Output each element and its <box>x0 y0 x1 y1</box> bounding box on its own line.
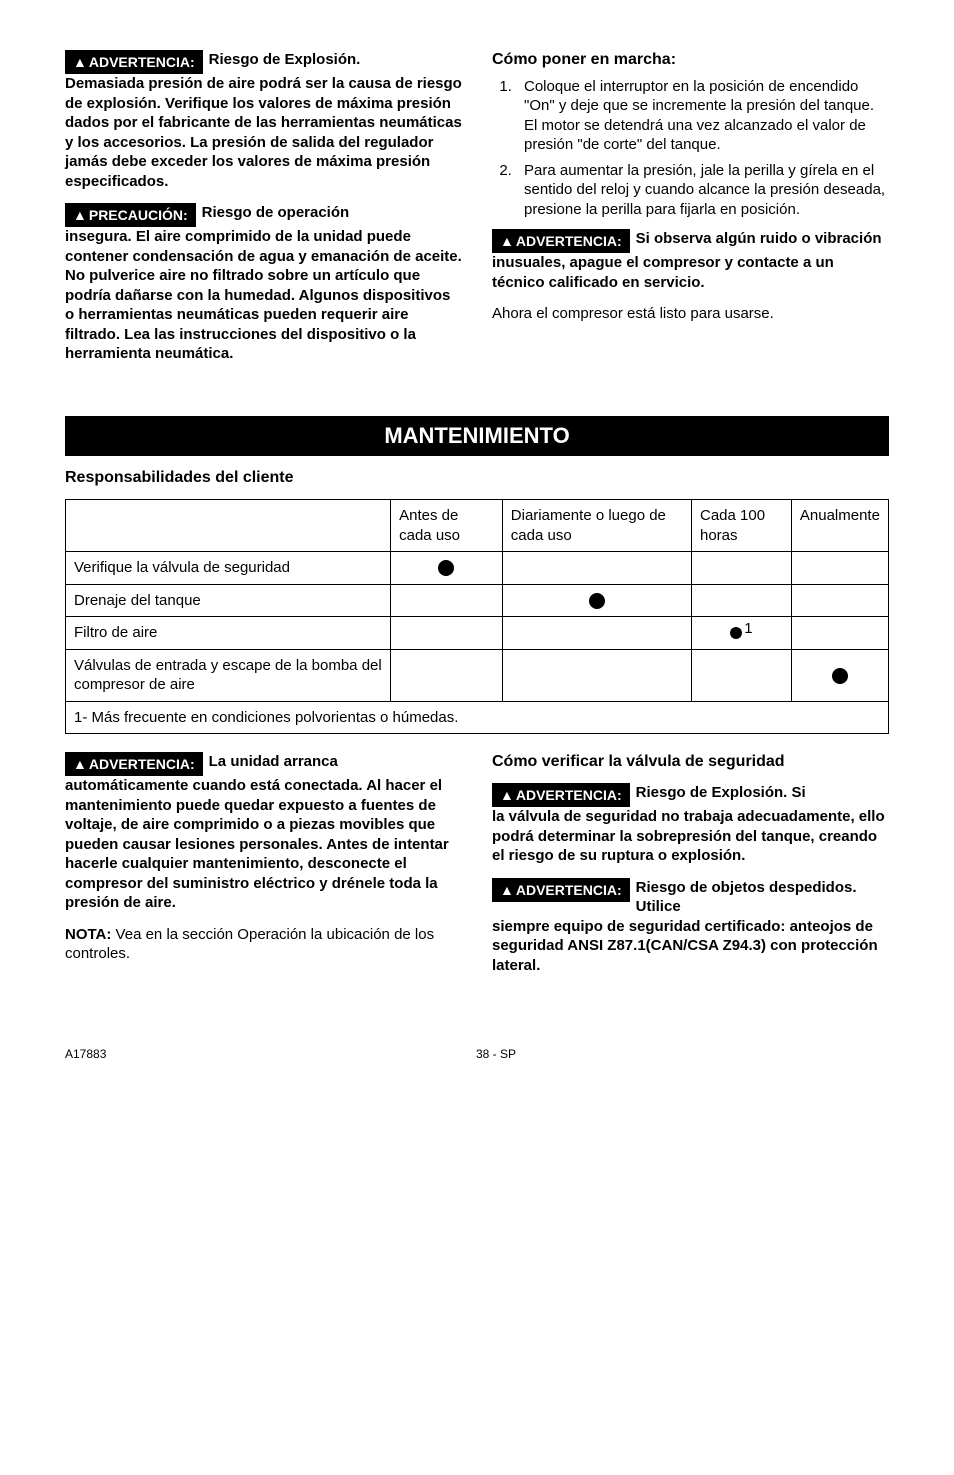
footer-page-number: 38 - SP <box>476 1047 516 1063</box>
warning-lead-text: Si observa algún ruido o vibración <box>630 229 889 249</box>
table-header-col3: Cada 100 horas <box>691 500 791 552</box>
footer-spacer <box>886 1047 889 1063</box>
bottom-right-column: Cómo verificar la válvula de seguridad ▲… <box>492 752 889 987</box>
badge-label: ADVERTENCIA: <box>516 882 622 898</box>
dot-icon <box>438 560 454 576</box>
bottom-left-column: ▲ADVERTENCIA: La unidad arranca automáti… <box>65 752 462 987</box>
warning-body: automáticamente cuando está conectada. A… <box>65 776 462 913</box>
maintenance-title: MANTENIMIENTO <box>65 416 889 457</box>
dot-icon <box>730 627 742 639</box>
cell-empty <box>391 584 503 617</box>
maintenance-table: Antes de cada uso Diariamente o luego de… <box>65 499 889 734</box>
warning-triangle-icon: ▲ <box>500 786 514 804</box>
cell-empty <box>791 584 888 617</box>
cell-dot <box>502 584 691 617</box>
row-label: Verifique la válvula de seguridad <box>66 552 391 585</box>
warning-lead-text: La unidad arranca <box>203 752 462 772</box>
warning-vibration: ▲ADVERTENCIA: Si observa algún ruido o v… <box>492 229 889 292</box>
caution-operation: ▲PRECAUCIÓN: Riesgo de operación insegur… <box>65 203 462 364</box>
table-row: Drenaje del tanque <box>66 584 889 617</box>
warning-auto-start: ▲ADVERTENCIA: La unidad arranca automáti… <box>65 752 462 913</box>
top-left-column: ▲ADVERTENCIA: Riesgo de Explosión. Demas… <box>65 50 462 376</box>
warning-body: Demasiada presión de aire podrá ser la c… <box>65 74 462 191</box>
caution-body: insegura. El aire comprimido de la unida… <box>65 227 462 364</box>
dot-icon <box>589 593 605 609</box>
caution-lead-text: Riesgo de operación <box>196 203 462 223</box>
cell-dot <box>391 552 503 585</box>
warning-body: siempre equipo de seguridad certificado:… <box>492 917 889 976</box>
footer-doc-id: A17883 <box>65 1047 106 1063</box>
table-row: Verifique la válvula de seguridad <box>66 552 889 585</box>
advertencia-badge: ▲ADVERTENCIA: <box>65 752 203 776</box>
badge-label: ADVERTENCIA: <box>89 54 195 70</box>
warning-valve-explosion: ▲ADVERTENCIA: Riesgo de Explosión. Si la… <box>492 783 889 866</box>
footnote-marker: 1 <box>744 619 752 639</box>
step-1: Coloque el interruptor en la posición de… <box>516 77 889 155</box>
cell-empty <box>691 649 791 701</box>
warning-triangle-icon: ▲ <box>73 206 87 224</box>
bottom-columns: ▲ADVERTENCIA: La unidad arranca automáti… <box>65 752 889 987</box>
table-header-col2: Diariamente o luego de cada uso <box>502 500 691 552</box>
step-2: Para aumentar la presión, jale la perill… <box>516 161 889 220</box>
nota-text: Vea en la sección Operación la ubicación… <box>65 926 434 963</box>
cell-empty <box>391 617 503 650</box>
nota-label: NOTA: <box>65 926 111 943</box>
row-label: Válvulas de entrada y escape de la bomba… <box>66 649 391 701</box>
table-header-empty <box>66 500 391 552</box>
cell-empty <box>502 552 691 585</box>
cell-empty <box>691 584 791 617</box>
warning-triangle-icon: ▲ <box>500 232 514 250</box>
warning-triangle-icon: ▲ <box>73 53 87 71</box>
advertencia-badge: ▲ADVERTENCIA: <box>492 878 630 902</box>
cell-empty <box>391 649 503 701</box>
table-header-col1: Antes de cada uso <box>391 500 503 552</box>
advertencia-badge: ▲ADVERTENCIA: <box>492 783 630 807</box>
top-columns: ▲ADVERTENCIA: Riesgo de Explosión. Demas… <box>65 50 889 376</box>
maintenance-section-header: MANTENIMIENTO <box>65 416 889 457</box>
maintenance-subtitle: Responsabilidades del cliente <box>65 468 889 489</box>
valve-check-heading: Cómo verificar la válvula de seguridad <box>492 752 889 773</box>
cell-dot-note: 1 <box>691 617 791 650</box>
nota-paragraph: NOTA: Vea en la sección Operación la ubi… <box>65 925 462 964</box>
closing-text: Ahora el compresor está listo para usars… <box>492 304 889 324</box>
cell-empty <box>502 617 691 650</box>
advertencia-badge: ▲ADVERTENCIA: <box>65 50 203 74</box>
badge-label: ADVERTENCIA: <box>516 233 622 249</box>
badge-label: PRECAUCIÓN: <box>89 207 188 223</box>
top-right-column: Cómo poner en marcha: Coloque el interru… <box>492 50 889 376</box>
cell-empty <box>691 552 791 585</box>
warning-explosion: ▲ADVERTENCIA: Riesgo de Explosión. Demas… <box>65 50 462 191</box>
table-footnote-row: 1- Más frecuente en condiciones polvorie… <box>66 701 889 734</box>
cell-dot <box>791 649 888 701</box>
page-footer: A17883 38 - SP <box>65 1047 889 1063</box>
warning-body: la válvula de seguridad no trabaja adecu… <box>492 807 889 866</box>
dot-icon <box>832 668 848 684</box>
badge-label: ADVERTENCIA: <box>516 787 622 803</box>
table-header-col4: Anualmente <box>791 500 888 552</box>
warning-lead-text: Riesgo de Explosión. <box>203 50 462 70</box>
advertencia-badge: ▲ADVERTENCIA: <box>492 229 630 253</box>
table-row: Válvulas de entrada y escape de la bomba… <box>66 649 889 701</box>
table-footnote: 1- Más frecuente en condiciones polvorie… <box>66 701 889 734</box>
warning-lead-text: Riesgo de Explosión. Si <box>630 783 889 803</box>
warning-body: inusuales, apague el compresor y contact… <box>492 253 889 292</box>
badge-label: ADVERTENCIA: <box>89 756 195 772</box>
row-label: Drenaje del tanque <box>66 584 391 617</box>
table-header-row: Antes de cada uso Diariamente o luego de… <box>66 500 889 552</box>
precaucion-badge: ▲PRECAUCIÓN: <box>65 203 196 227</box>
warning-triangle-icon: ▲ <box>500 881 514 899</box>
warning-objects: ▲ADVERTENCIA: Riesgo de objetos despedid… <box>492 878 889 976</box>
cell-empty <box>502 649 691 701</box>
row-label: Filtro de aire <box>66 617 391 650</box>
table-row: Filtro de aire 1 <box>66 617 889 650</box>
cell-empty <box>791 617 888 650</box>
startup-heading: Cómo poner en marcha: <box>492 50 889 71</box>
warning-triangle-icon: ▲ <box>73 755 87 773</box>
cell-empty <box>791 552 888 585</box>
warning-lead-text: Riesgo de objetos despedidos. Utilice <box>630 878 889 917</box>
startup-steps: Coloque el interruptor en la posición de… <box>492 77 889 220</box>
